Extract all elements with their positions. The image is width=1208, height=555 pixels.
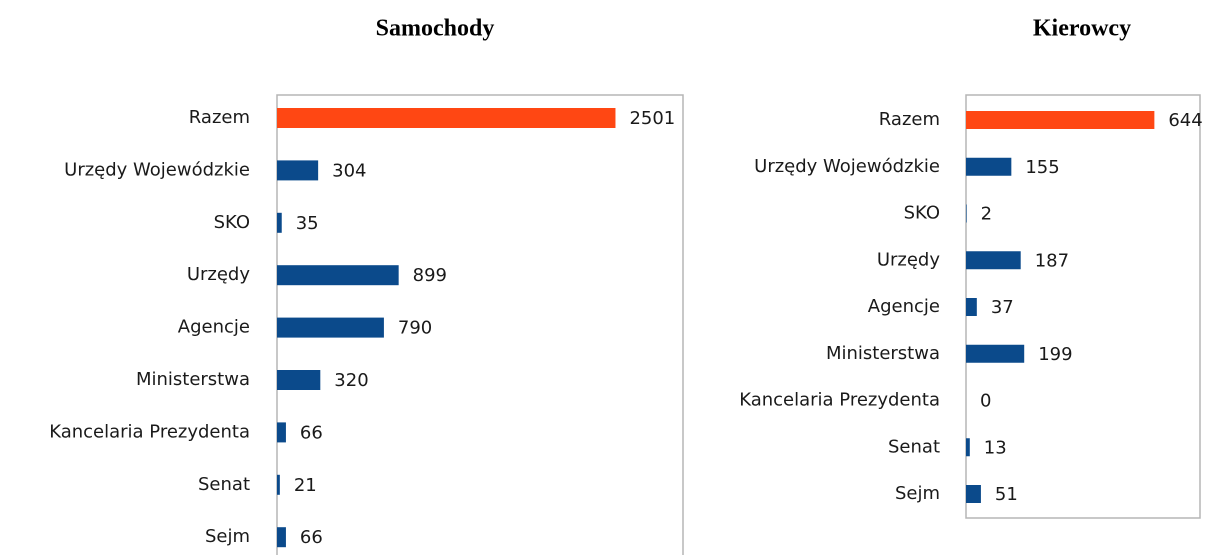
value-label: 35 bbox=[296, 213, 319, 234]
value-label: 899 bbox=[413, 265, 447, 286]
value-label: 790 bbox=[398, 318, 432, 339]
category-label: Urzędy bbox=[877, 249, 941, 270]
category-label: Urzędy Wojewódzkie bbox=[754, 156, 940, 177]
category-label: Kancelaria Prezydenta bbox=[739, 390, 940, 411]
category-label: Ministerstwa bbox=[826, 343, 940, 364]
value-label: 66 bbox=[300, 422, 323, 443]
chart-title: Samochody bbox=[376, 16, 495, 42]
bar bbox=[277, 212, 282, 233]
value-label: 2 bbox=[981, 204, 992, 225]
bar bbox=[277, 527, 286, 548]
category-label: Senat bbox=[888, 436, 940, 457]
category-label: Urzędy bbox=[187, 264, 251, 285]
category-label: SKO bbox=[904, 203, 940, 224]
value-label: 0 bbox=[980, 391, 991, 412]
bar bbox=[277, 265, 399, 286]
bar bbox=[277, 317, 384, 338]
category-label: Ministerstwa bbox=[136, 369, 250, 390]
bar bbox=[966, 157, 1012, 176]
bar bbox=[966, 111, 1155, 129]
category-label: Sejm bbox=[205, 526, 250, 547]
value-label: 155 bbox=[1025, 157, 1059, 178]
value-label: 304 bbox=[332, 160, 366, 181]
bar bbox=[277, 108, 616, 128]
bar bbox=[277, 160, 319, 181]
bar bbox=[966, 298, 977, 316]
bar bbox=[277, 474, 280, 495]
bar bbox=[966, 344, 1025, 363]
value-label: 187 bbox=[1035, 250, 1069, 271]
bar bbox=[277, 370, 321, 390]
category-label: Senat bbox=[198, 474, 250, 495]
bar bbox=[966, 438, 970, 457]
value-label: 66 bbox=[300, 527, 323, 548]
value-label: 2501 bbox=[629, 108, 675, 129]
bar bbox=[966, 485, 981, 503]
category-label: Razem bbox=[879, 109, 940, 130]
value-label: 320 bbox=[334, 370, 368, 391]
category-label: Razem bbox=[189, 107, 250, 128]
category-label: Urzędy Wojewódzkie bbox=[64, 159, 250, 180]
category-label: Agencje bbox=[868, 296, 940, 317]
value-label: 21 bbox=[294, 475, 317, 496]
chart-title: Kierowcy bbox=[1033, 16, 1131, 42]
value-label: 51 bbox=[995, 484, 1018, 505]
value-label: 199 bbox=[1038, 344, 1072, 365]
category-label: Agencje bbox=[178, 317, 250, 338]
category-label: Sejm bbox=[895, 483, 940, 504]
category-label: Kancelaria Prezydenta bbox=[49, 421, 250, 442]
value-label: 13 bbox=[984, 437, 1007, 458]
value-label: 37 bbox=[991, 297, 1014, 318]
bar bbox=[966, 204, 967, 223]
bar bbox=[277, 422, 286, 443]
bar bbox=[966, 251, 1021, 270]
value-label: 644 bbox=[1168, 110, 1202, 131]
category-label: SKO bbox=[214, 212, 250, 233]
